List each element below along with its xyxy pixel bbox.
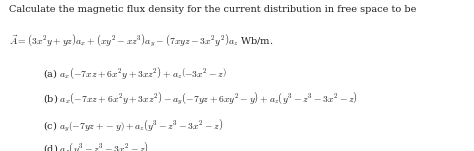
Text: $\vec{A}=\left(3x^2y+yz\right)a_x+\left(xy^2-xz^3\right)a_y-\left(7xyz-3x^2y^2\r: $\vec{A}=\left(3x^2y+yz\right)a_x+\left(… (9, 33, 273, 50)
Text: Calculate the magnetic flux density for the current distribution in free space t: Calculate the magnetic flux density for … (9, 5, 416, 14)
Text: (a) $a_x\left(-7xz+6x^2y+3xz^2\right)+a_z\left(-3x^2-z\right)$: (a) $a_x\left(-7xz+6x^2y+3xz^2\right)+a_… (43, 65, 227, 81)
Text: (b) $a_x\left(-7xz+6x^2y+3xz^2\right)-a_y\left(-7yz+6xy^2-y\right)+a_z\left(y^3-: (b) $a_x\left(-7xz+6x^2y+3xz^2\right)-a_… (43, 91, 358, 107)
Text: (c) $a_y\left(-7yz+-y\right)+a_z\left(y^3-z^3-3x^2-z\right)$: (c) $a_y\left(-7yz+-y\right)+a_z\left(y^… (43, 118, 223, 134)
Text: (d) $a_z\left(y^3-z^3-3x^2-z\right)$: (d) $a_z\left(y^3-z^3-3x^2-z\right)$ (43, 140, 149, 151)
